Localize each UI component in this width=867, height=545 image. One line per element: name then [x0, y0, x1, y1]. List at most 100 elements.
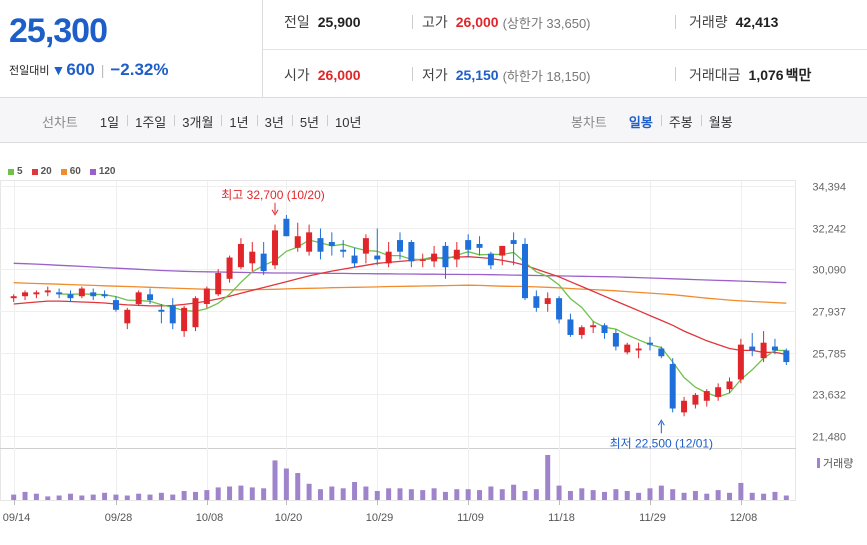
candle-body: [362, 238, 369, 254]
candle-up: [431, 245, 438, 268]
volume-bar: [215, 487, 221, 500]
candle-down: [749, 333, 756, 357]
candle-body: [33, 292, 40, 295]
change-label: 전일대비: [9, 65, 50, 77]
candle-body: [703, 391, 710, 401]
volume-bar: [465, 489, 471, 500]
period-5y-button[interactable]: 5년: [291, 112, 327, 131]
candle-chart-label: 봉차트: [571, 115, 607, 130]
volume-bar: [499, 489, 505, 500]
candle-up: [226, 255, 233, 283]
volume-bar: [749, 492, 755, 500]
x-tick-label: 12/08: [730, 512, 758, 524]
monthly-candle-button[interactable]: 월봉: [700, 112, 741, 131]
candle-down: [487, 251, 494, 270]
legend-label: 20: [40, 166, 52, 177]
x-tick-label: 10/08: [196, 512, 224, 524]
volume-bar: [386, 488, 392, 500]
candle-body: [215, 272, 222, 295]
volume-bar: [454, 489, 460, 500]
volume-bar: [261, 488, 267, 500]
candle-body: [499, 245, 506, 256]
stat-label: 고가: [422, 14, 448, 30]
candle-body: [487, 253, 494, 266]
divider: [675, 15, 676, 29]
candle-down: [601, 323, 608, 339]
candle-body: [635, 348, 642, 351]
volume-bar: [783, 495, 789, 500]
candle-down: [658, 346, 665, 359]
row-divider: [263, 49, 867, 50]
volume-bar: [647, 488, 653, 500]
legend-item-ma20: 20: [31, 166, 52, 177]
legend-swatch: [8, 168, 14, 175]
ma-legend: 5 20 60 120: [8, 166, 125, 177]
candle-up: [578, 325, 585, 339]
candle-body: [737, 344, 744, 380]
y-tick-label: 21,480: [812, 432, 846, 444]
volume-bar: [227, 486, 233, 500]
candle-up: [203, 286, 210, 308]
candle-down: [340, 240, 347, 258]
period-1w-button[interactable]: 1주일: [127, 112, 174, 131]
period-3y-button[interactable]: 3년: [256, 112, 292, 131]
lower-limit: (하한가 18,150): [502, 68, 591, 84]
volume-bar: [67, 493, 73, 500]
candle-body: [544, 298, 551, 304]
volume-bar: [738, 482, 744, 500]
volume-bar: [692, 491, 698, 500]
candle-down: [67, 290, 74, 303]
legend-item-ma120: 120: [89, 166, 116, 177]
candle-body: [272, 230, 279, 266]
candle-body: [10, 296, 17, 299]
candle-body: [351, 255, 358, 264]
volume-bar: [442, 491, 448, 500]
volume-bar: [113, 494, 119, 500]
legend-label: 60: [69, 166, 81, 177]
candle-up: [33, 290, 40, 299]
weekly-candle-button[interactable]: 주봉: [660, 112, 701, 131]
candle-down: [669, 358, 676, 413]
line-chart-label: 선차트: [42, 115, 78, 130]
candle-body: [749, 346, 756, 351]
candle-down: [283, 214, 290, 237]
period-1d-button[interactable]: 1일: [99, 115, 120, 130]
candle-body: [669, 363, 676, 409]
candle-down: [510, 232, 517, 266]
legend-swatch: [89, 168, 96, 175]
candle-down: [147, 288, 154, 304]
candle-up: [726, 377, 733, 394]
candle-down: [771, 338, 778, 355]
candle-body: [578, 327, 585, 335]
candle-body: [408, 242, 415, 262]
candle-body: [78, 288, 85, 297]
volume-bar: [556, 485, 562, 500]
volume-bar: [590, 490, 596, 500]
volume-bar: [545, 455, 551, 500]
candle-body: [135, 292, 142, 304]
period-1y-button[interactable]: 1년: [221, 112, 256, 131]
volume-bar: [681, 492, 687, 500]
candle-up: [715, 383, 722, 401]
candle-down: [783, 348, 790, 365]
candle-down: [112, 296, 119, 312]
volume-bar: [249, 487, 255, 500]
stat-value: 42,413: [735, 14, 779, 30]
period-3m-button[interactable]: 3개월: [174, 112, 221, 131]
x-tick-label: 10/29: [366, 512, 394, 524]
candle-body: [419, 259, 426, 261]
volume-bar: [102, 492, 108, 500]
candle-body: [260, 253, 267, 272]
period-10y-button[interactable]: 10년: [327, 112, 369, 131]
y-tick-label: 25,785: [812, 349, 846, 361]
candle-body: [124, 309, 131, 324]
candle-down: [567, 313, 574, 337]
daily-candle-button[interactable]: 일봉: [628, 115, 653, 130]
candle-body: [203, 288, 210, 304]
volume-bar: [431, 488, 437, 500]
divider: [412, 67, 413, 81]
candle-down: [408, 240, 415, 268]
plot-frame: [0, 180, 796, 501]
low-arrow-head: [657, 419, 665, 426]
